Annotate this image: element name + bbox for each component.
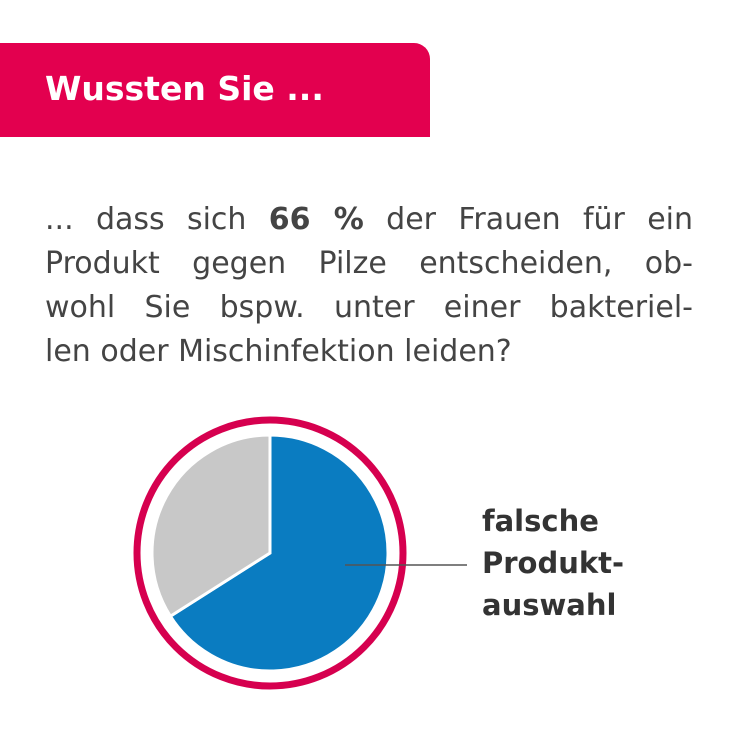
header-title: Wussten Sie ... — [45, 69, 324, 108]
paragraph: ... dass sich 66 % der Frauen für ein Pr… — [45, 198, 693, 374]
header-banner: Wussten Sie ... — [0, 43, 430, 137]
paragraph-line: Produkt gegen Pilze entscheiden, ob- — [45, 246, 693, 281]
pie-ring — [133, 416, 407, 690]
text: der Frauen für ein — [363, 202, 693, 237]
highlight: 66 % — [268, 202, 364, 237]
paragraph-line: ... dass sich 66 % der Frauen für ein — [45, 198, 693, 242]
chart: falsche Produkt-auswahl — [133, 416, 624, 690]
pie-slice — [168, 433, 390, 673]
pie-slice — [150, 433, 272, 619]
paragraph-line: wohl Sie bspw. unter einer bakteriel- — [45, 290, 693, 325]
annotation-label: Produkt- — [482, 546, 624, 580]
paragraph-line: len oder Mischinfektion leiden? — [45, 334, 512, 369]
annotation-label: auswahl — [482, 588, 616, 622]
annotation-label: falsche — [482, 504, 599, 538]
text: ... dass sich — [45, 202, 269, 237]
